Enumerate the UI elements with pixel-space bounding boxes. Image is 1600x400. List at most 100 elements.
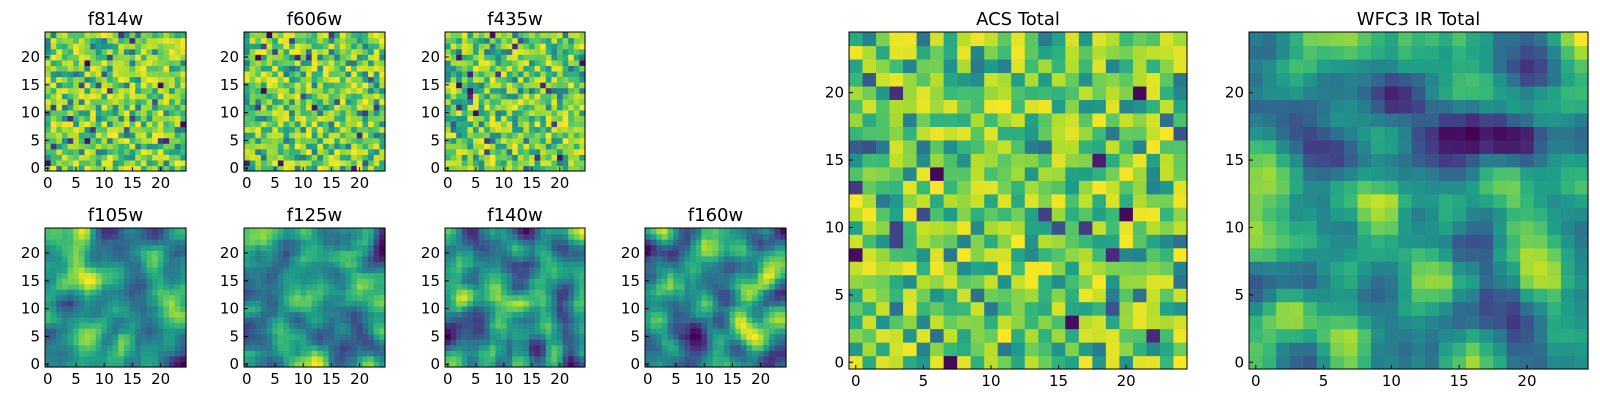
heatmap-cell <box>473 54 480 61</box>
heatmap-cell <box>568 344 575 351</box>
heatmap-cell <box>95 250 102 257</box>
heatmap-cell <box>244 261 251 268</box>
heatmap-cell <box>467 126 474 133</box>
heatmap-cell <box>368 59 375 66</box>
heatmap-cell <box>723 233 731 240</box>
heatmap-cell <box>289 143 296 150</box>
heatmap-cell <box>473 109 480 116</box>
heatmap-cell <box>311 137 318 144</box>
heatmap-cell <box>650 255 657 262</box>
heatmap-cell <box>294 328 301 335</box>
heatmap-cell <box>484 305 491 312</box>
heatmap-cell <box>529 120 536 128</box>
heatmap-cell <box>729 272 736 279</box>
heatmap-cell <box>930 193 945 208</box>
heatmap-cell <box>244 272 251 279</box>
heatmap-cell <box>67 132 74 139</box>
heatmap-cell <box>876 247 891 262</box>
heatmap-cell <box>351 70 358 78</box>
heatmap-cell <box>362 37 369 44</box>
heatmap-cell <box>67 350 74 357</box>
heatmap-cell <box>735 239 742 246</box>
heatmap-cell <box>345 143 352 150</box>
heatmap-cell <box>1105 193 1120 208</box>
heatmap-cell <box>260 54 268 61</box>
heatmap-cell <box>112 104 119 111</box>
heatmap-cell <box>529 266 536 274</box>
heatmap-cell <box>146 361 153 368</box>
heatmap-cell <box>345 355 352 363</box>
heatmap-cell <box>568 261 575 268</box>
heatmap-cell <box>545 165 552 172</box>
heatmap-cell <box>339 98 347 105</box>
heatmap-cell <box>916 153 931 168</box>
heatmap-cell <box>757 266 765 274</box>
heatmap-cell <box>356 82 364 89</box>
heatmap-cell <box>551 148 558 155</box>
heatmap-cell <box>970 261 985 276</box>
heatmap-cell <box>368 328 375 335</box>
heatmap-cell <box>260 266 268 274</box>
heatmap-cell <box>667 289 674 296</box>
heatmap-cell <box>294 93 301 100</box>
heatmap-cell <box>545 120 552 128</box>
heatmap-cell <box>169 32 176 39</box>
heatmap-cell <box>529 333 536 340</box>
heatmap-cell <box>746 233 753 240</box>
heatmap-cell <box>362 316 369 324</box>
heatmap-cell <box>118 87 125 94</box>
heatmap-cell <box>523 126 530 133</box>
heatmap-cell <box>450 109 457 116</box>
heatmap-cell <box>467 322 474 329</box>
heatmap-cell <box>129 244 136 251</box>
heatmap-cell <box>300 43 307 50</box>
heatmap-cell <box>656 339 663 346</box>
heatmap-cell <box>118 283 125 290</box>
heatmap-cell <box>373 98 380 105</box>
heatmap-cell <box>484 228 491 235</box>
heatmap-cell <box>757 350 765 357</box>
heatmap-cell <box>306 70 313 78</box>
heatmap-cell <box>311 87 318 94</box>
heatmap-cell <box>484 278 491 285</box>
heatmap-cell <box>970 193 985 208</box>
heatmap-cell <box>163 143 170 150</box>
heatmap-cell <box>461 244 468 251</box>
heatmap-cell <box>579 76 586 83</box>
heatmap-cell <box>673 228 680 235</box>
heatmap-cell <box>774 250 781 257</box>
heatmap-cell <box>169 361 176 368</box>
heatmap-cell <box>379 120 386 128</box>
heatmap-cell <box>562 59 569 66</box>
heatmap-cell <box>506 350 513 357</box>
y-tick-label: 20 <box>621 244 640 262</box>
heatmap-cell <box>957 207 972 222</box>
heatmap-cell <box>169 143 176 150</box>
heatmap-cell <box>300 37 307 44</box>
heatmap-cell <box>244 104 251 111</box>
heatmap-cell <box>517 311 524 318</box>
heatmap-cell <box>339 93 347 100</box>
heatmap-cell <box>84 154 91 161</box>
heatmap-cell <box>169 228 176 235</box>
heatmap-cell <box>135 126 142 133</box>
heatmap-cell <box>903 301 918 316</box>
heatmap-cell <box>152 43 159 50</box>
heatmap-cell <box>328 344 335 351</box>
heatmap-cell <box>101 143 108 150</box>
heatmap-cell <box>272 278 279 285</box>
heatmap-cell <box>322 109 330 116</box>
heatmap-cell <box>667 339 674 346</box>
heatmap-cell <box>495 82 502 89</box>
heatmap-cell <box>579 165 586 172</box>
heatmap-cell <box>180 76 187 83</box>
heatmap-cell <box>322 233 330 240</box>
heatmap-cell <box>174 159 181 167</box>
heatmap-cell <box>545 350 552 357</box>
heatmap-cell <box>300 137 307 144</box>
heatmap-cell <box>473 43 480 50</box>
heatmap-cell <box>56 339 63 346</box>
heatmap-cell <box>473 239 480 246</box>
heatmap-cell <box>650 272 657 279</box>
heatmap-cell <box>334 228 341 235</box>
